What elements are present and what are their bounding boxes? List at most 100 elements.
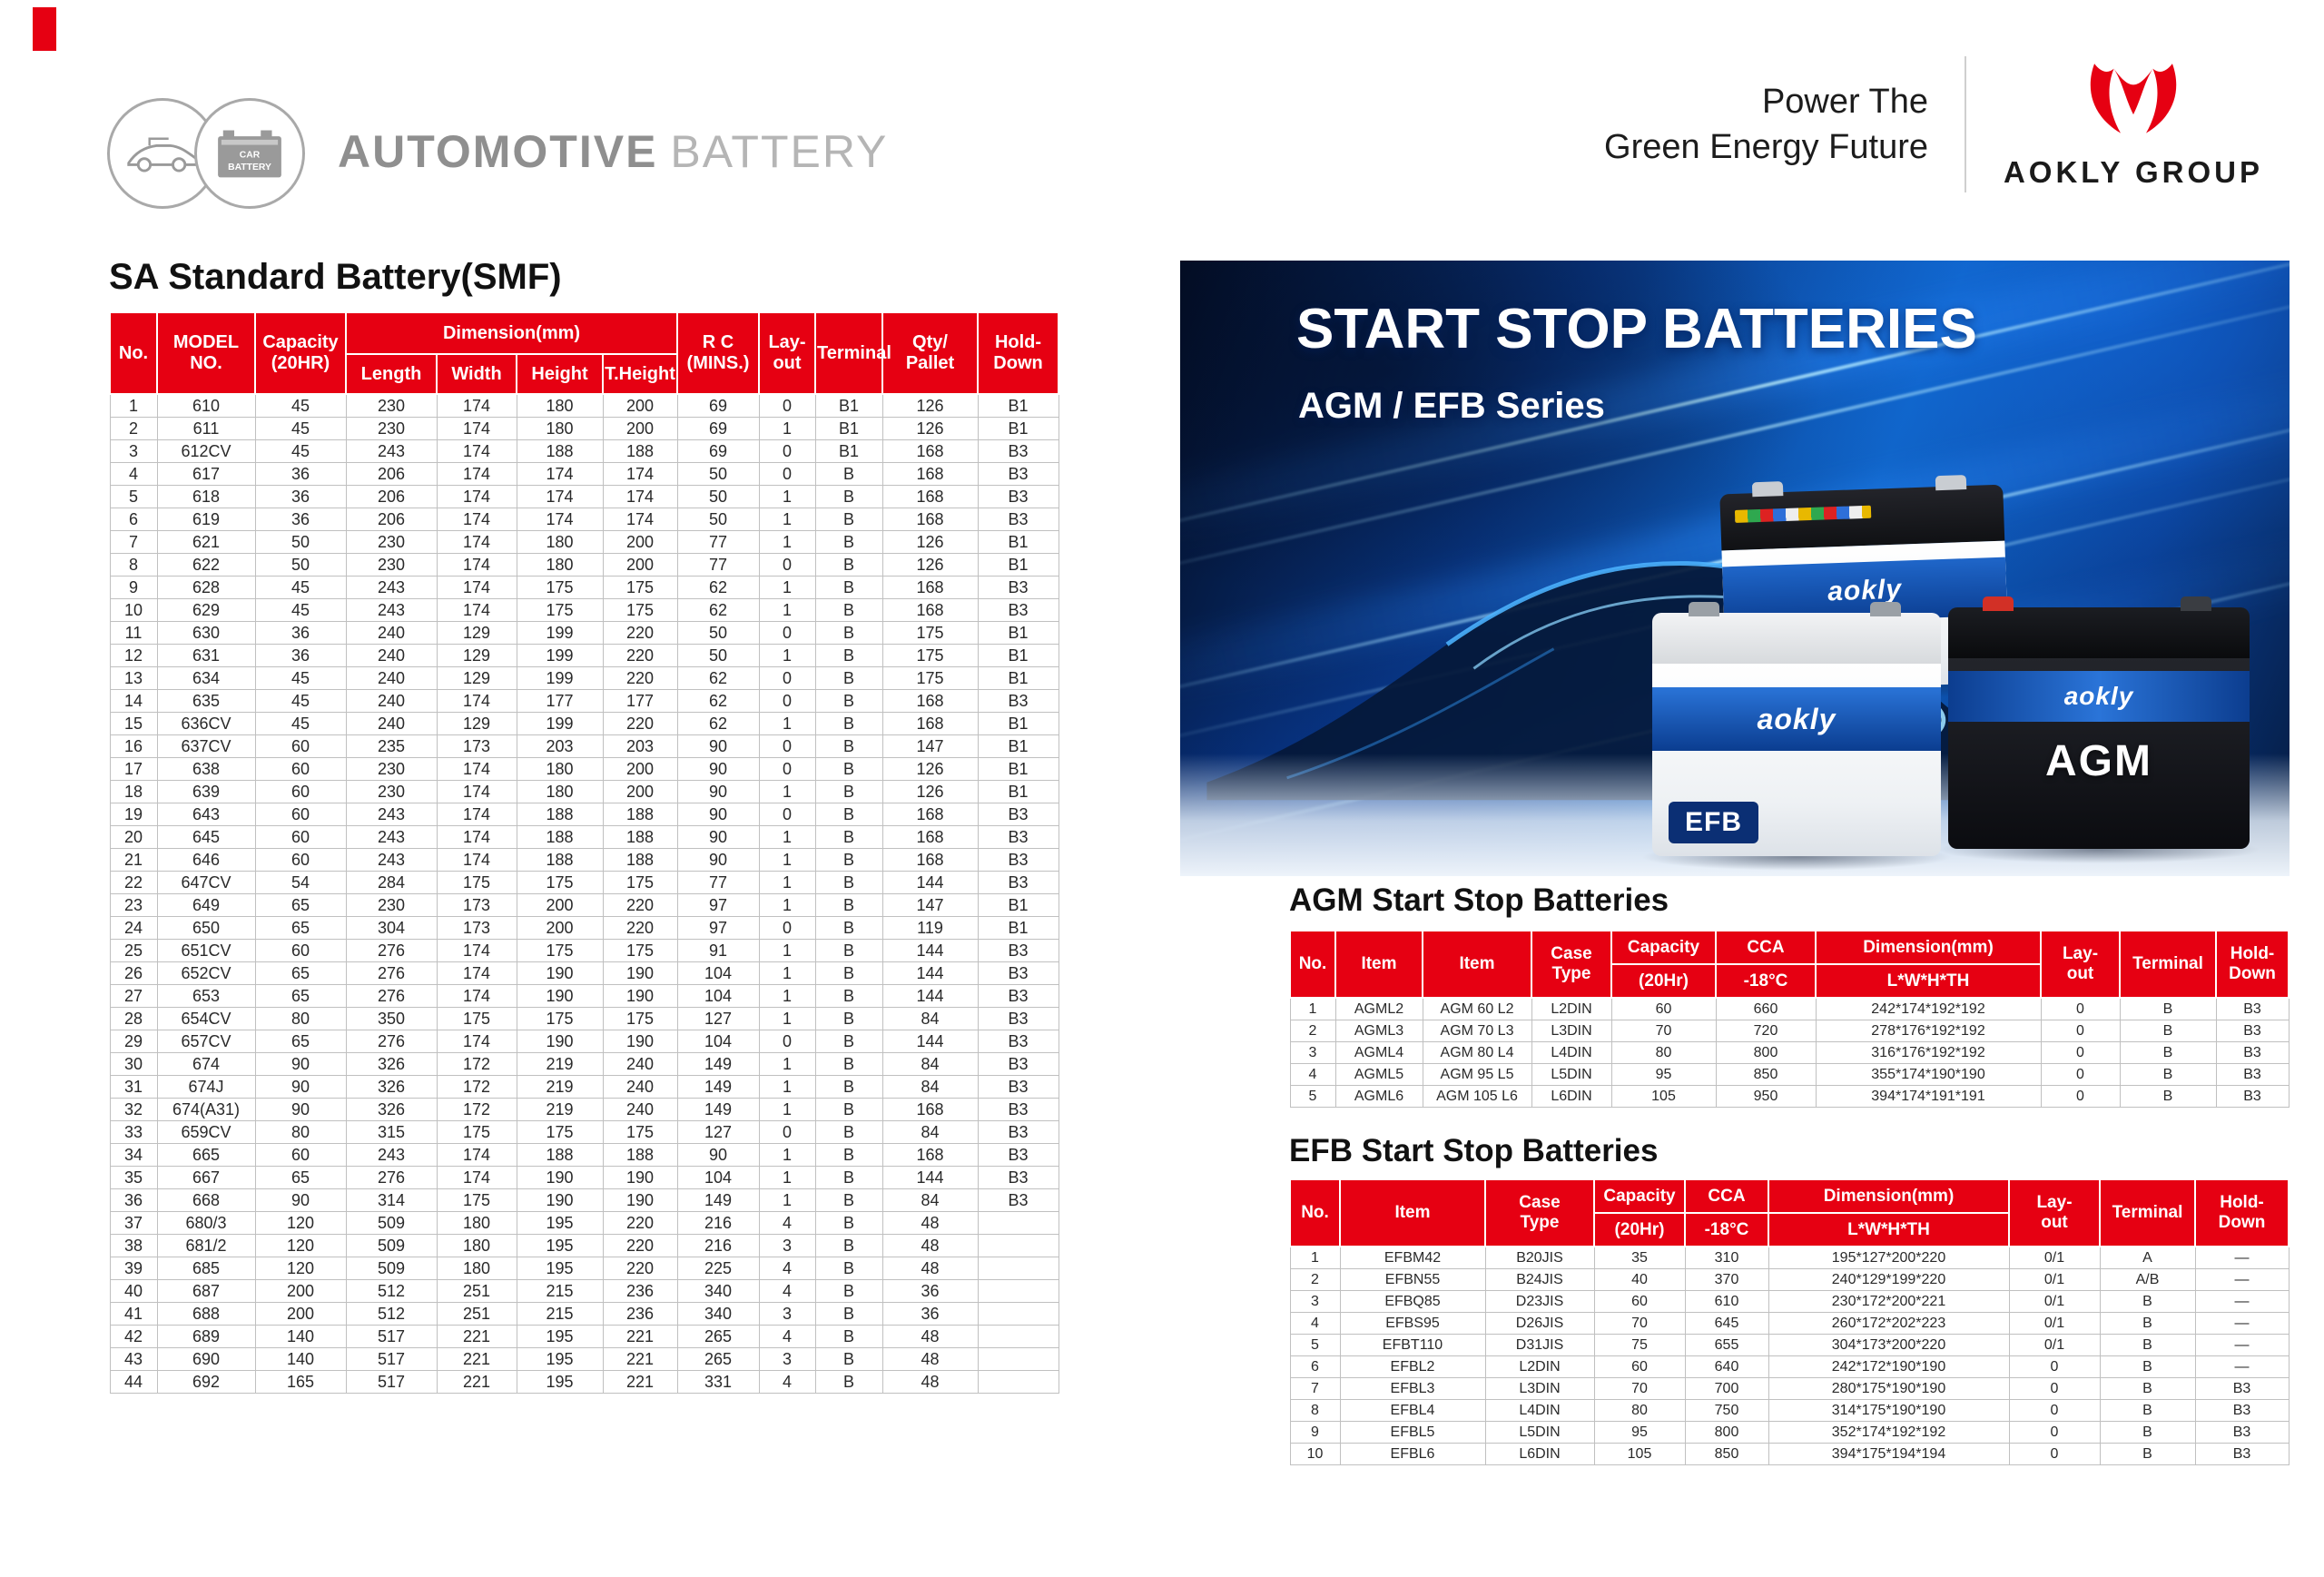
tagline: Power The Green Energy Future [1604, 79, 1928, 170]
table-cell: — [2194, 1246, 2290, 1269]
table-cell: 174 [436, 961, 517, 985]
table-cell: B3 [977, 1120, 1059, 1144]
table-cell: 50 [676, 621, 760, 645]
aokly-wordmark: AOKLY GROUP [2003, 155, 2264, 189]
table-row: 1 610 45 230 174 180 200 69 0 B1 126 B1 [109, 393, 1059, 418]
table-cell: 1 [758, 417, 816, 440]
table-row: 33 659CV 80 315 175 175 175 127 0 B 84 B3 [109, 1120, 1059, 1144]
table-cell: 326 [345, 1098, 438, 1121]
table-cell: 5 [109, 485, 158, 508]
table-cell: 370 [1684, 1268, 1769, 1291]
table-cell: 126 [881, 780, 979, 803]
table-cell: 225 [676, 1257, 760, 1280]
table-cell: B3 [2215, 1020, 2290, 1042]
table-cell: 174 [436, 1166, 517, 1189]
table-cell: 619 [156, 508, 256, 531]
table-row: 16 637CV 60 235 173 203 203 90 0 B 147 B1 [109, 734, 1059, 758]
table-cell: 45 [254, 666, 347, 690]
table-cell: 45 [254, 598, 347, 622]
aokly-logo: AOKLY GROUP [1997, 59, 2270, 190]
table-cell: B1 [977, 712, 1059, 735]
table-cell: 174 [436, 393, 517, 418]
table-cell: B1 [977, 621, 1059, 645]
table-cell: 649 [156, 893, 256, 917]
agm-start-stop-table: No. Item Item Case Type Capacity CCA Dime… [1289, 930, 2290, 1108]
table-cell: 60 [1593, 1290, 1686, 1313]
table-cell: 0 [2040, 1063, 2121, 1086]
table-cell: B [814, 712, 883, 735]
table-cell: 0 [2040, 1085, 2121, 1108]
table-cell: 220 [602, 1211, 678, 1235]
table-cell: 180 [436, 1211, 517, 1235]
table-cell: 680/3 [156, 1211, 256, 1235]
table-cell: 221 [602, 1325, 678, 1348]
table-cell: 629 [156, 598, 256, 622]
table-cell: 394*175*194*194 [1768, 1443, 2010, 1465]
table-row: 42 689 140 517 221 195 221 265 4 B 48 [109, 1325, 1059, 1348]
table-cell: B3 [2215, 1085, 2290, 1108]
table-cell: — [2194, 1334, 2290, 1356]
efb-type-label: EFB [1669, 802, 1758, 843]
table-cell: 190 [516, 1188, 604, 1212]
table-cell: 44 [109, 1370, 158, 1394]
col-header-qty: Qty/Pallet [881, 311, 979, 395]
table-cell: 40 [109, 1279, 158, 1303]
table-cell: 9 [109, 576, 158, 599]
table-cell: 60 [254, 825, 347, 849]
table-cell: 278*176*192*192 [1815, 1020, 2042, 1042]
table-row: 7 621 50 230 174 180 200 77 1 B 126 B1 [109, 530, 1059, 554]
table-cell: 174 [516, 485, 604, 508]
table-cell: 651CV [156, 939, 256, 962]
table-cell: 190 [516, 984, 604, 1008]
table-cell: 243 [345, 1143, 438, 1167]
table-cell: B3 [977, 1188, 1059, 1212]
col-header-terminal: Terminal [2099, 1178, 2196, 1247]
table-cell: 168 [881, 462, 979, 486]
table-cell: 10 [109, 598, 158, 622]
table-row: 4 AGML5 AGM 95 L5 L5DIN 95 850 355*174*190*190… [1289, 1063, 2290, 1086]
table-cell: 646 [156, 848, 256, 872]
table-cell: B [814, 825, 883, 849]
table-cell: 660 [1715, 997, 1817, 1020]
table-cell: 17 [109, 757, 158, 781]
agm-type-label: AGM [2045, 737, 2152, 785]
table-cell: 42 [109, 1325, 158, 1348]
table-cell: 750 [1684, 1399, 1769, 1422]
col-header-no: No. [1289, 930, 1336, 999]
company-header: Power The Green Energy Future AOKLY GROU… [1604, 56, 2270, 192]
divider [1965, 56, 1966, 192]
table-cell: B [814, 1098, 883, 1121]
table-cell: 221 [602, 1347, 678, 1371]
table-cell: 1 [758, 576, 816, 599]
table-cell: L6DIN [1531, 1085, 1612, 1108]
table-cell: 190 [602, 1188, 678, 1212]
table-cell: 144 [881, 984, 979, 1008]
table-cell: B3 [977, 1007, 1059, 1030]
table-cell: 80 [1593, 1399, 1686, 1422]
table-cell: B3 [977, 961, 1059, 985]
table-cell: B [814, 1030, 883, 1053]
col-header-layout: Lay-out [2040, 930, 2121, 999]
table-cell: 174 [436, 417, 517, 440]
table-cell: 314*175*190*190 [1768, 1399, 2010, 1422]
table-cell: 90 [676, 734, 760, 758]
table-cell: 75 [1593, 1334, 1686, 1356]
table-cell: B [2099, 1399, 2196, 1422]
table-cell: 630 [156, 621, 256, 645]
table-cell: 70 [1593, 1312, 1686, 1335]
table-cell: B [814, 961, 883, 985]
table-cell: 950 [1715, 1085, 1817, 1108]
table-cell: 60 [254, 939, 347, 962]
table-cell: 0 [758, 439, 816, 463]
table-cell: 4 [758, 1279, 816, 1303]
table-cell: 11 [109, 621, 158, 645]
table-cell: 175 [516, 598, 604, 622]
table-cell: 674J [156, 1075, 256, 1099]
table-cell: B [814, 1166, 883, 1189]
table-cell: 1 [758, 893, 816, 917]
table-cell: 230 [345, 417, 438, 440]
table-cell: 220 [602, 666, 678, 690]
table-cell: 0 [758, 689, 816, 713]
table-cell: 105 [1593, 1443, 1686, 1465]
table-row: 26 652CV 65 276 174 190 190 104 1 B 144 B3 [109, 961, 1059, 985]
